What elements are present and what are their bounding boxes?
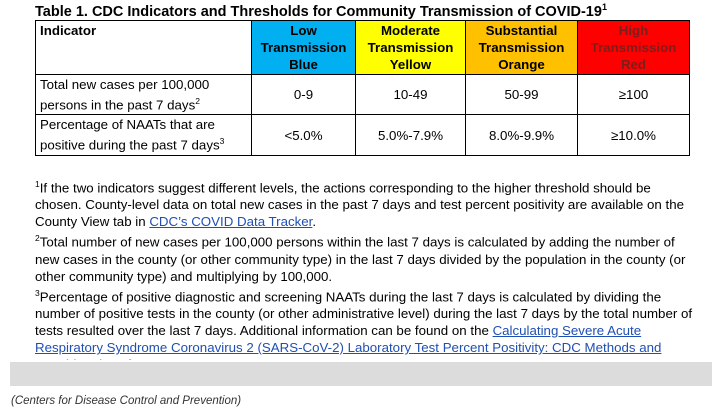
table-cell: 10-49 (355, 73, 466, 116)
indicator-label-text: Percentage of NAATs that are positive du… (40, 117, 220, 153)
level-transmission: Transmission (478, 40, 565, 55)
level-transmission: Transmission (260, 40, 347, 55)
footnote-text: If the two indicators suggest different … (35, 180, 684, 230)
footnote-mark: 3 (35, 287, 40, 298)
table-row: Total new cases per 100,000 persons in t… (35, 73, 690, 116)
table-cell: 5.0%-7.9% (355, 114, 466, 156)
level-color-name: Red (620, 57, 647, 72)
indicator-label: Percentage of NAATs that are positive du… (35, 114, 252, 156)
image-caption: (Centers for Disease Control and Prevent… (11, 395, 242, 407)
table-cell: <5.0% (251, 114, 356, 156)
level-header-low: Low Transmission Blue (251, 20, 356, 75)
level-header-substantial: Substantial Transmission Orange (465, 20, 578, 75)
table-cell: 0-9 (251, 73, 356, 116)
table-cell: 8.0%-9.9% (465, 114, 578, 156)
table-cell: ≥10.0% (577, 114, 690, 156)
level-header-high: High Transmission Red (577, 20, 690, 75)
covid-data-tracker-link[interactable]: CDC’s COVID Data Tracker (149, 214, 313, 230)
indicator-label-text: Total new cases per 100,000 persons in t… (40, 77, 210, 113)
level-color-name: Blue (289, 57, 318, 72)
level-name: High (618, 23, 649, 38)
footnote-mark: 2 (195, 96, 200, 106)
image-scroll-bar (10, 362, 712, 386)
footnote-mark: 3 (219, 136, 225, 147)
footnote-1: 1If the two indicators suggest different… (35, 176, 695, 230)
footnote-text: Total number of new cases per 100,000 pe… (35, 234, 686, 284)
level-name: Low (290, 23, 317, 38)
footnote-mark: 2 (35, 233, 40, 244)
table-title-text: Table 1. CDC Indicators and Thresholds f… (35, 3, 602, 20)
table-title-footnote-mark: 1 (601, 2, 607, 12)
table-cell: ≥100 (577, 73, 690, 116)
footnote-text: Percentage of positive diagnostic and sc… (35, 289, 693, 339)
level-transmission: Transmission (367, 40, 454, 55)
table-cell: 50-99 (465, 73, 578, 116)
document-image: Table 1. CDC Indicators and Thresholds f… (33, 0, 695, 360)
footnote-mark: 1 (35, 179, 40, 189)
footnotes: 1If the two indicators suggest different… (35, 176, 695, 360)
footnote-text-end: . (312, 214, 317, 230)
level-name: Moderate (380, 23, 441, 38)
table-row: Percentage of NAATs that are positive du… (35, 114, 690, 156)
footnote-2: 2Total number of new cases per 100,000 p… (35, 230, 695, 284)
indicator-header: Indicator (35, 20, 252, 75)
level-transmission: Transmission (590, 40, 677, 55)
table-title: Table 1. CDC Indicators and Thresholds f… (35, 2, 607, 20)
level-name: Substantial (485, 23, 558, 38)
level-color-name: Yellow (389, 57, 432, 72)
footnote-3: 3Percentage of positive diagnostic and s… (35, 285, 695, 360)
indicator-label: Total new cases per 100,000 persons in t… (35, 73, 252, 116)
transmission-table: Indicator Low Transmission Blue Moderate… (35, 20, 690, 156)
table-header-row: Indicator Low Transmission Blue Moderate… (35, 20, 690, 75)
level-header-moderate: Moderate Transmission Yellow (355, 20, 466, 75)
test-positivity-methods-link[interactable]: Calculating Severe Acute Respiratory Syn… (35, 323, 662, 360)
level-color-name: Orange (498, 57, 545, 72)
